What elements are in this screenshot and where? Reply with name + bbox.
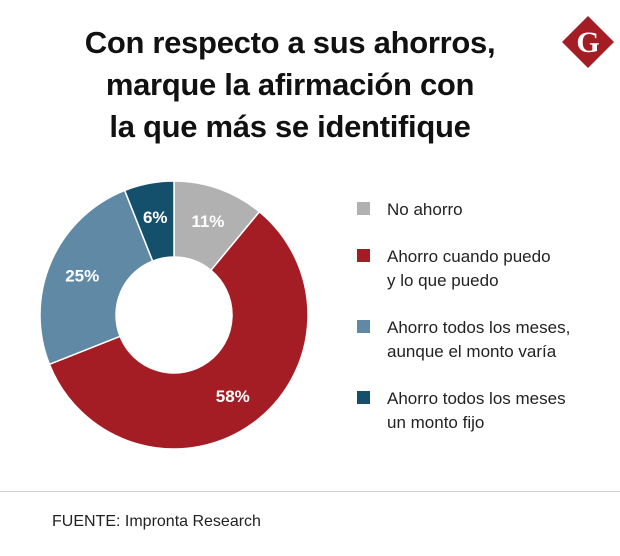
legend-label-line: No ahorro <box>387 200 463 219</box>
legend-label: Ahorro todos los meses un monto fijo <box>387 387 617 435</box>
source-note: FUENTE: Impronta Research <box>52 513 261 530</box>
legend-label: Ahorro todos los meses, aunque el monto … <box>387 316 617 364</box>
legend-label-line: Ahorro cuando puedo <box>387 247 551 266</box>
logo-icon: G <box>562 16 614 68</box>
legend-label-line: aunque el monto varía <box>387 342 557 361</box>
legend-swatch <box>357 249 370 262</box>
chart-title: Con respecto a sus ahorros, marque la af… <box>60 22 520 148</box>
legend-label: No ahorro <box>387 198 617 222</box>
slice-value-label-1: 58% <box>216 387 250 406</box>
donut-slice-2 <box>39 189 154 366</box>
legend-label-line: Ahorro todos los meses, <box>387 318 571 337</box>
slice-value-label-2: 25% <box>65 266 99 285</box>
legend-swatch <box>357 320 370 333</box>
legend-swatch <box>357 391 370 404</box>
logo-letter: G <box>576 26 599 59</box>
donut-chart: 11% 58% 25% 6% <box>39 180 309 450</box>
slice-value-label-3: 6% <box>143 208 168 227</box>
legend-label-line: un monto fijo <box>387 413 485 432</box>
slice-value-label-0: 11% <box>191 212 224 231</box>
footer-divider <box>0 491 620 492</box>
legend-swatch <box>357 202 370 215</box>
legend-label-line: y lo que puedo <box>387 271 499 290</box>
donut-slice-1 <box>48 210 309 450</box>
logo-diamond <box>562 16 614 68</box>
legend-label: Ahorro cuando puedo y lo que puedo <box>387 245 617 293</box>
title-line-3: la que más se identifique <box>109 109 471 144</box>
title-line-1: Con respecto a sus ahorros, <box>84 25 496 60</box>
title-line-2: marque la afirmación con <box>105 67 475 102</box>
legend-label-line: Ahorro todos los meses <box>387 389 566 408</box>
donut-slice-3 <box>123 180 175 263</box>
